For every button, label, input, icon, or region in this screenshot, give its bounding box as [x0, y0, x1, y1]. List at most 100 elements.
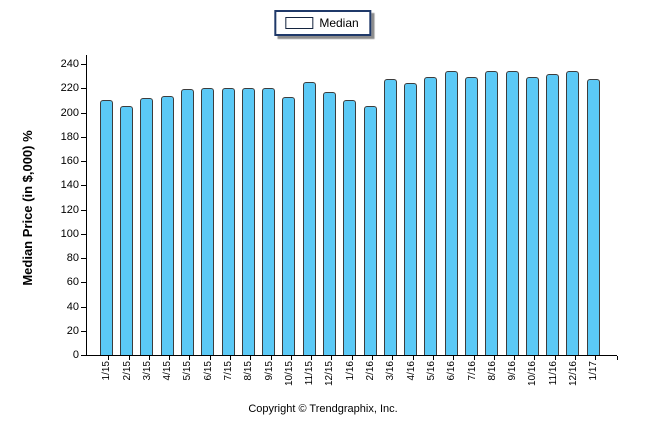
y-tick-label: 80 — [66, 252, 79, 264]
x-tick-label: 3/15 — [141, 361, 153, 381]
x-axis-tick — [392, 356, 394, 360]
x-tick-label: 1/15 — [101, 361, 113, 381]
bar-7/16 — [465, 77, 479, 355]
x-tick-label: 12/15 — [324, 361, 336, 387]
y-tick-label: 240 — [60, 58, 79, 70]
x-tick-label: 8/16 — [486, 361, 498, 381]
y-tick-label: 200 — [60, 106, 79, 119]
x-tick-label: 1/17 — [588, 361, 600, 381]
bar-11/15 — [302, 82, 316, 355]
x-tick-label: 9/15 — [263, 361, 275, 381]
bar-11/16 — [546, 73, 560, 355]
y-axis-tick — [81, 88, 86, 90]
y-axis-line — [86, 55, 87, 355]
x-axis-tick — [372, 356, 374, 360]
x-tick-label: 7/16 — [466, 361, 478, 381]
x-axis-tick — [514, 356, 516, 360]
x-axis-tick — [412, 356, 414, 360]
y-tick-label: 40 — [66, 300, 79, 313]
copyright-text: Copyright © Trendgraphix, Inc. — [248, 403, 398, 415]
x-axis-tick — [108, 356, 110, 360]
legend-label: Median — [319, 16, 359, 30]
x-axis-tick — [311, 356, 313, 360]
y-axis-tick — [81, 185, 86, 187]
x-tick-label: 11/16 — [547, 361, 559, 386]
y-tick-label: 0 — [72, 349, 79, 361]
bar-7/15 — [221, 88, 235, 355]
bar-2/16 — [363, 106, 377, 355]
bar-9/15 — [262, 88, 276, 355]
x-tick-label: 10/15 — [283, 361, 295, 387]
bar-10/15 — [282, 96, 296, 355]
bar-1/16 — [343, 100, 357, 355]
y-axis-tick — [81, 355, 86, 356]
x-tick-label: 6/15 — [202, 361, 214, 381]
x-tick-label: 6/16 — [446, 361, 458, 381]
legend-swatch-median — [285, 17, 314, 29]
y-axis-title: Median Price (in $,000) % — [20, 130, 35, 286]
bar-8/15 — [241, 88, 255, 355]
y-axis-tick — [81, 161, 86, 162]
x-tick-label: 5/15 — [182, 361, 194, 381]
x-axis-tick — [250, 356, 252, 360]
y-axis-tick — [81, 282, 86, 284]
x-tick-label: 8/15 — [243, 361, 255, 381]
x-tick-label: 2/16 — [365, 361, 377, 381]
x-axis-tick — [270, 356, 272, 360]
bar-9/16 — [505, 71, 519, 355]
y-tick-label: 220 — [60, 82, 79, 95]
x-axis-tick — [554, 356, 556, 360]
x-tick-label: 5/16 — [425, 361, 437, 381]
y-tick-label: 20 — [66, 324, 79, 337]
y-axis-tick — [81, 136, 86, 138]
x-axis-tick — [128, 356, 130, 360]
x-axis-tick — [432, 356, 434, 360]
y-tick-label: 60 — [66, 276, 79, 289]
x-axis-tick — [493, 356, 495, 360]
y-axis-tick — [81, 233, 86, 235]
y-axis-tick — [81, 64, 86, 65]
bar-5/16 — [424, 77, 438, 355]
x-axis-line — [86, 355, 617, 356]
bar-3/16 — [383, 78, 397, 355]
bar-4/16 — [404, 83, 418, 355]
x-axis-tick — [189, 356, 191, 360]
bar-3/15 — [140, 97, 154, 355]
y-axis-tick — [81, 306, 86, 308]
bar-4/15 — [160, 95, 174, 355]
y-tick-label: 100 — [60, 227, 79, 240]
x-tick-label: 1/16 — [344, 361, 356, 381]
x-tick-label: 11/15 — [304, 361, 316, 386]
x-axis-tick — [230, 356, 232, 360]
x-axis-tick — [331, 356, 333, 360]
bar-6/16 — [444, 71, 458, 355]
y-axis-tick — [81, 330, 86, 332]
x-tick-label: 4/16 — [405, 361, 417, 381]
x-axis-tick — [453, 356, 455, 360]
x-axis-tick — [209, 356, 211, 360]
y-tick-label: 120 — [60, 203, 79, 216]
y-tick-label: 140 — [60, 179, 79, 192]
y-axis-tick — [81, 209, 86, 211]
y-axis-tick — [81, 258, 86, 259]
bar-6/15 — [201, 88, 215, 355]
bar-1/15 — [99, 100, 113, 355]
x-axis-tick — [351, 356, 353, 360]
bar-2/15 — [120, 106, 134, 355]
bar-12/16 — [566, 71, 580, 355]
x-tick-label: 4/15 — [162, 361, 174, 381]
bar-12/15 — [322, 91, 336, 355]
x-axis-tick — [169, 356, 171, 360]
x-axis-tick — [148, 356, 150, 360]
x-tick-label: 10/16 — [527, 361, 539, 387]
x-tick-label: 12/16 — [567, 361, 579, 387]
x-axis-tick — [290, 356, 292, 360]
y-tick-label: 180 — [60, 130, 79, 143]
bar-8/16 — [485, 71, 499, 355]
x-axis-end-tick — [617, 356, 618, 360]
x-axis-tick — [534, 356, 536, 360]
bar-1/17 — [586, 78, 600, 355]
x-axis-tick — [595, 356, 597, 360]
x-axis-tick — [473, 356, 475, 360]
